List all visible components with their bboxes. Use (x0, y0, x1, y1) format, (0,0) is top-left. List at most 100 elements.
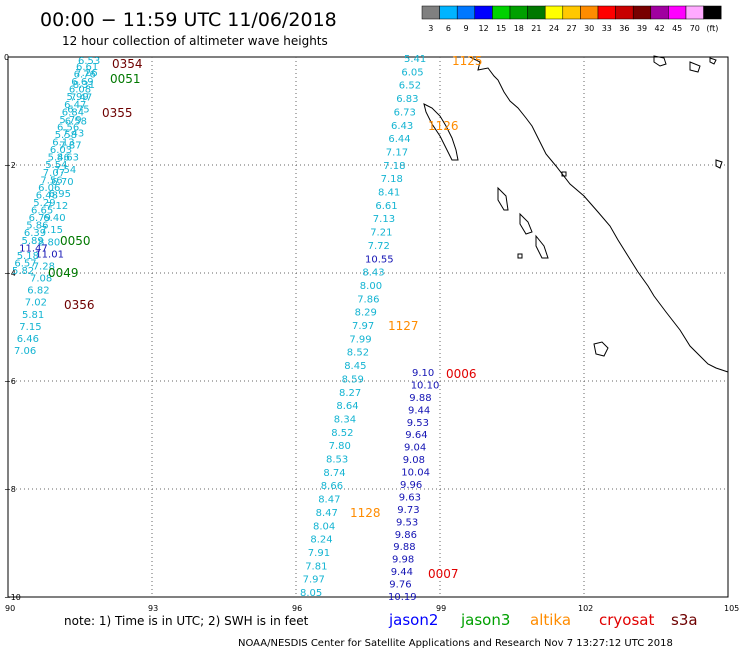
wave-height-label: 6.61 (375, 201, 397, 212)
wave-height-label: 10.04 (401, 468, 430, 479)
wave-height-label: 6.56 (57, 122, 79, 133)
wave-height-label: 9.53 (396, 517, 418, 528)
wave-height-label: 7.43 (62, 129, 84, 140)
coastline (423, 55, 729, 373)
altimeter-observations: 6.537.268.317.476.756.58 7.437.878.637.54… (12, 54, 483, 603)
footer-credit: NOAA/NESDIS Center for Satellite Applica… (238, 638, 673, 649)
scale-label: 45 (672, 24, 682, 33)
scale-label: 36 (619, 24, 629, 33)
scale-swatch (615, 5, 634, 20)
wave-height-label: 8.45 (344, 361, 366, 372)
wave-height-label: 6.76 (74, 70, 96, 81)
wave-height-label: 6.52 (399, 81, 421, 92)
pass-time-label: 0007 (428, 567, 459, 581)
x-tick-90: 90 (5, 604, 15, 613)
wave-height-label: 7.87 (59, 141, 81, 152)
wave-height-label: 6.65 (31, 206, 53, 217)
island-small-1 (561, 171, 567, 177)
graticule (8, 57, 728, 597)
wave-height-label: 9.04 (404, 443, 426, 454)
wave-height-label: 5.29 (33, 198, 55, 209)
wave-height-label: 8.24 (310, 535, 332, 546)
wave-height-label: 6.03 (50, 145, 72, 156)
scale-swatch (439, 5, 458, 20)
footer-note: note: 1) Time is in UTC; 2) SWH is in fe… (64, 614, 309, 628)
axis-labels: 90 93 96 99 102 105 0 −2 −4 −6 −8 −10 (4, 53, 739, 613)
wave-height-label: 5.41 (404, 54, 426, 65)
pass-time-label: 1126 (428, 119, 459, 133)
pagai-south-island (535, 234, 549, 259)
wave-height-label: 8.05 (300, 588, 322, 599)
sipura-island (497, 186, 509, 211)
scale-label: 12 (479, 24, 489, 33)
mission-legend: jason2 jason3 altika cryosat s3a (388, 611, 698, 629)
mission-jason3: jason3 (460, 611, 510, 629)
scale-label: 27 (567, 24, 577, 33)
wave-height-label: 6.61 (76, 62, 98, 73)
wave-height-label: 8.80 (38, 237, 60, 248)
wave-height-label: 6.70 (51, 177, 73, 188)
wave-height-label: 9.86 (395, 530, 417, 541)
mission-jason2: jason2 (388, 611, 438, 629)
scale-swatch (632, 5, 652, 20)
wave-height-label: 7.07 (43, 168, 65, 179)
wave-height-label: 6.08 (69, 85, 91, 96)
scale-swatch (703, 5, 722, 20)
wave-height-label: 6.58 (65, 116, 87, 127)
wave-height-label: 6.44 (388, 134, 410, 145)
wave-height-label: 10.55 (365, 254, 394, 265)
wave-height-label: 7.17 (386, 147, 408, 158)
pass-cryosat: 9.1010.109.889.449.539.649.049.0810.049.… (388, 367, 477, 603)
scale-swatch (544, 5, 564, 20)
pass-time-label: 0050 (60, 234, 91, 248)
wave-height-label: 5.99 (67, 92, 89, 103)
wave-height-label: 7.99 (349, 334, 371, 345)
wave-height-label: 7.26 (75, 68, 97, 79)
wave-height-label: 9.53 (407, 418, 429, 429)
wave-height-label: 8.41 (378, 188, 400, 199)
scale-label: 15 (496, 24, 506, 33)
mission-cryosat: cryosat (599, 611, 654, 629)
wave-height-label: 7.91 (308, 548, 330, 559)
wave-height-label: 9.73 (397, 505, 419, 516)
wave-height-label: 11.01 (35, 249, 64, 260)
wave-height-label: 7.13 (373, 214, 395, 225)
wave-height-label: 7.80 (329, 441, 351, 452)
map-title: 00:00 − 11:59 UTC 11/06/2018 (40, 9, 337, 31)
scale-label: 21 (531, 24, 541, 33)
wave-height-label: 9.08 (403, 455, 425, 466)
scale-swatch (685, 5, 704, 20)
scale-swatch (456, 5, 476, 20)
pass-s3a: 6.537.268.317.476.756.58 7.437.878.637.54… (14, 56, 143, 357)
pass-time-label: 0354 (112, 57, 143, 71)
wave-height-label: 6.53 (78, 56, 100, 67)
wave-height-label: 6.75 (67, 104, 89, 115)
wave-height-label: 6.40 (43, 213, 65, 224)
scale-swatch (562, 5, 581, 20)
wave-height-label: 6.69 (71, 77, 93, 88)
x-tick-105: 105 (724, 604, 739, 613)
wave-height-label: 10.10 (411, 380, 440, 391)
scale-label: 3 (428, 24, 433, 33)
pass-time-label: 1127 (388, 319, 419, 333)
wave-height-label: 7.08 (30, 274, 52, 285)
wave-height-label: 7.15 (19, 322, 41, 333)
wave-height-label: 9.76 (389, 580, 411, 591)
x-tick-102: 102 (578, 604, 593, 613)
wave-height-label: 9.44 (408, 405, 430, 416)
wave-height-label: 7.47 (70, 92, 92, 103)
sumatra-coastline (469, 56, 729, 373)
scale-label: 70 (690, 24, 700, 33)
wave-height-label: 5.54 (45, 160, 67, 171)
y-tick-0: 0 (4, 53, 9, 62)
wave-height-label: 8.47 (318, 495, 340, 506)
y-tick-m8: −8 (4, 485, 16, 494)
wave-height-label: 7.18 (381, 174, 403, 185)
pass-time-label: 1128 (350, 506, 381, 520)
wave-height-label: 6.13 (52, 138, 74, 149)
wave-height-label: 6.47 (64, 100, 86, 111)
wave-height-label: 6.84 (62, 107, 84, 118)
pass-time-label: 0049 (48, 266, 79, 280)
wave-height-label: 9.98 (392, 555, 414, 566)
